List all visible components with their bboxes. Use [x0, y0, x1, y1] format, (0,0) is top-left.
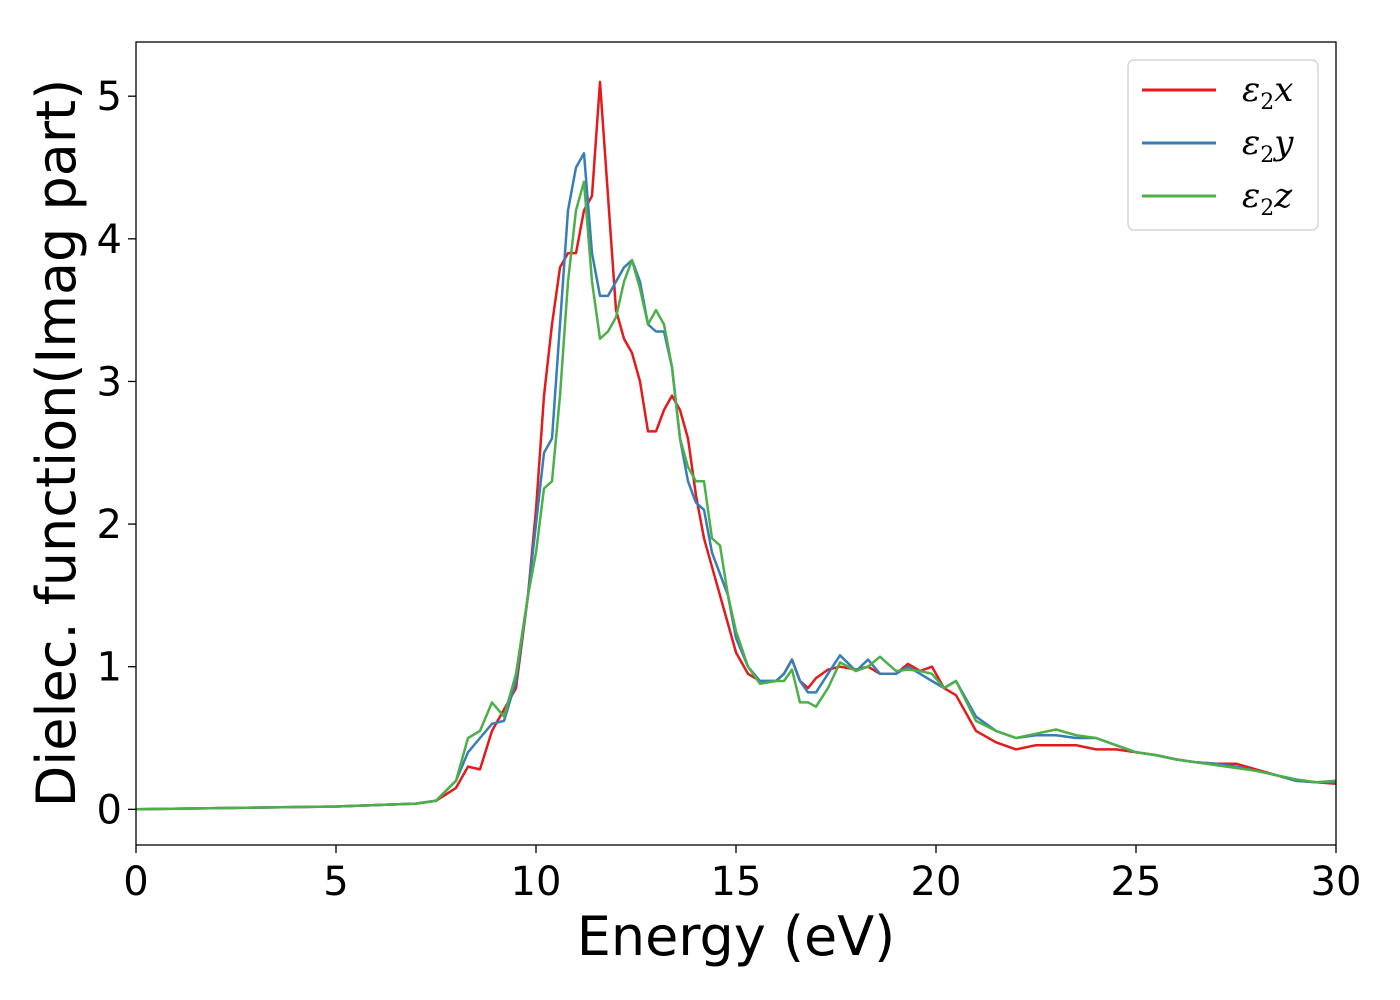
y-tick-label: 5 [97, 74, 122, 120]
y-axis-title: Dielec. function(Imag part) [25, 79, 88, 808]
legend-label-y: ε2y [1242, 123, 1294, 168]
x-tick-label: 30 [1311, 859, 1362, 905]
legend-frame [1127, 59, 1319, 231]
y-axis: 0 1 2 3 4 5 [97, 74, 136, 833]
x-tick-label: 15 [711, 859, 762, 905]
x-tick-label: 25 [1111, 859, 1162, 905]
y-tick-label: 3 [97, 359, 122, 405]
y-tick-label: 4 [97, 217, 122, 263]
x-tick-label: 20 [911, 859, 962, 905]
y-tick-label: 0 [97, 787, 122, 833]
y-tick-label: 1 [97, 645, 122, 691]
series-line-x [135, 80, 1337, 811]
x-tick-label: 0 [123, 859, 148, 905]
x-axis-title: Energy (eV) [577, 905, 896, 968]
series-line-z [135, 180, 1337, 811]
legend: ε2x ε2y ε2z [1127, 59, 1319, 231]
x-tick-label: 5 [323, 859, 348, 905]
x-tick-label: 10 [511, 859, 562, 905]
x-axis: 0 5 10 15 20 25 30 [123, 845, 1361, 905]
legend-label-x: ε2x [1242, 70, 1293, 115]
series-layer [135, 80, 1337, 811]
legend-label-z: ε2z [1242, 176, 1293, 221]
y-tick-label: 2 [97, 502, 122, 548]
